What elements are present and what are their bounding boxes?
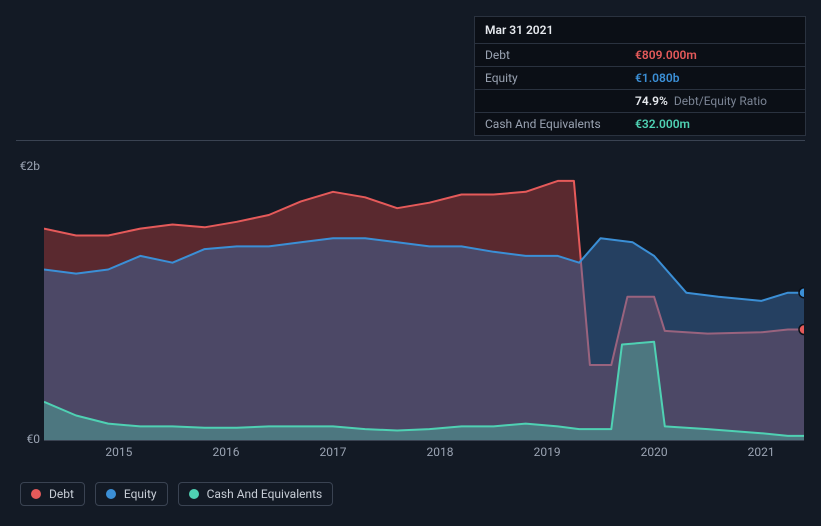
x-axis-tick-label: 2021 bbox=[748, 445, 775, 459]
x-axis-labels: 2015 2016 2017 2018 2019 2020 2021 bbox=[44, 445, 804, 465]
x-axis-tick-label: 2018 bbox=[427, 445, 454, 459]
tooltip-row-label: Cash And Equivalents bbox=[485, 117, 635, 131]
tooltip-row-value: €809.000m bbox=[635, 48, 697, 62]
legend-item-debt[interactable]: Debt bbox=[20, 482, 85, 506]
legend-dot-icon bbox=[31, 489, 41, 499]
tooltip-date: Mar 31 2021 bbox=[475, 17, 805, 44]
legend-item-equity[interactable]: Equity bbox=[95, 482, 168, 506]
tooltip-row-value: €32.000m bbox=[635, 117, 690, 131]
financials-area-chart[interactable] bbox=[44, 140, 804, 440]
y-axis-tick-label: €2b bbox=[0, 159, 40, 173]
legend-item-label: Equity bbox=[124, 487, 157, 501]
tooltip-row-value: 74.9%Debt/Equity Ratio bbox=[635, 94, 767, 108]
x-axis-tick-label: 2015 bbox=[105, 445, 132, 459]
legend-item-label: Debt bbox=[49, 487, 74, 501]
series-area-equity bbox=[44, 238, 804, 440]
x-axis-tick-label: 2016 bbox=[212, 445, 239, 459]
tooltip-row-value: €1.080b bbox=[635, 71, 679, 85]
chart-tooltip: Mar 31 2021 Debt€809.000mEquity€1.080b74… bbox=[474, 16, 806, 136]
tooltip-row: Cash And Equivalents€32.000m bbox=[475, 113, 805, 135]
tooltip-row: Debt€809.000m bbox=[475, 44, 805, 67]
legend-item-label: Cash And Equivalents bbox=[207, 487, 323, 501]
y-axis-tick-label: €0 bbox=[0, 432, 40, 446]
plot-top-border bbox=[16, 140, 805, 141]
x-axis-line bbox=[44, 440, 804, 441]
series-end-marker-debt bbox=[799, 325, 804, 335]
tooltip-row: 74.9%Debt/Equity Ratio bbox=[475, 90, 805, 113]
chart-legend: Debt Equity Cash And Equivalents bbox=[20, 482, 333, 506]
tooltip-row-label: Equity bbox=[485, 71, 635, 85]
x-axis-tick-label: 2019 bbox=[534, 445, 561, 459]
tooltip-row-label bbox=[485, 94, 635, 108]
tooltip-row: Equity€1.080b bbox=[475, 67, 805, 90]
x-axis-tick-label: 2020 bbox=[641, 445, 668, 459]
x-axis-tick-label: 2017 bbox=[320, 445, 347, 459]
legend-item-cash-and-equivalents[interactable]: Cash And Equivalents bbox=[178, 482, 334, 506]
series-end-marker-equity bbox=[799, 288, 804, 298]
legend-dot-icon bbox=[189, 489, 199, 499]
tooltip-row-label: Debt bbox=[485, 48, 635, 62]
legend-dot-icon bbox=[106, 489, 116, 499]
tooltip-row-sublabel: Debt/Equity Ratio bbox=[674, 94, 767, 108]
